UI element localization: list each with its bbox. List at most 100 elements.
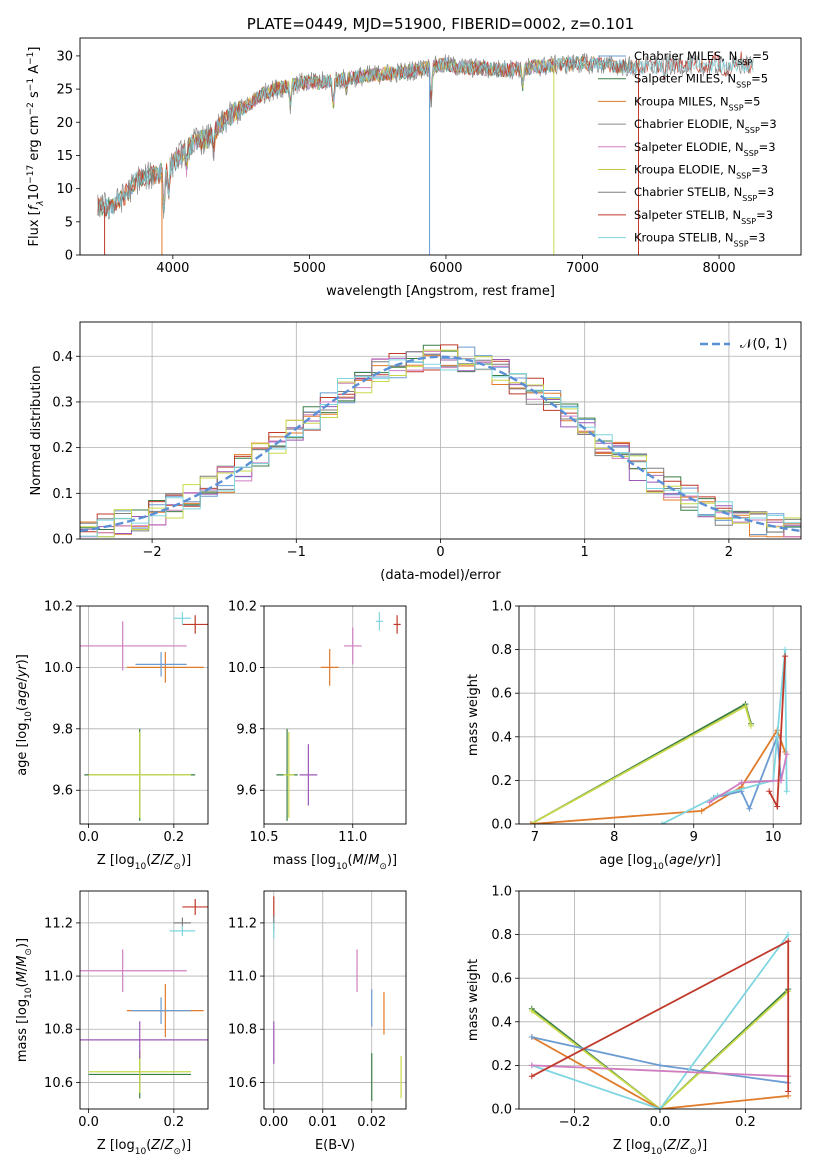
label-part: age [log bbox=[599, 853, 652, 868]
errorbar-point bbox=[299, 744, 318, 806]
label-part: / bbox=[15, 966, 30, 971]
axes-frame bbox=[79, 605, 209, 825]
x-tick-label: 0.2 bbox=[735, 1115, 756, 1130]
x-axis-label: Z [log10(Z/Z⊙)] bbox=[613, 1138, 707, 1157]
age_vs_mass-axes: 10.5 11.0 9.6 9.8 10.0 10.2 bbox=[228, 600, 407, 845]
spectrum-plot-area bbox=[97, 51, 754, 255]
label-part: yr bbox=[697, 853, 713, 868]
errorbar-point bbox=[169, 925, 196, 937]
weight_vs_age-axes: 7 8 9 10 0.0 0.2 0.4 0.6 0.8 1.0 bbox=[491, 600, 802, 845]
errorbar-point bbox=[135, 652, 187, 677]
label-part: −1 bbox=[26, 78, 36, 91]
axes-frame bbox=[79, 37, 802, 256]
weight-marker bbox=[528, 1007, 535, 1014]
label-part: 10 bbox=[135, 1147, 147, 1157]
label-part: −1 bbox=[26, 52, 36, 65]
label-part: Z bbox=[680, 1138, 691, 1153]
label-part: ⊙ bbox=[24, 948, 34, 956]
x-tick-label: 11.0 bbox=[338, 830, 367, 845]
weight-marker bbox=[782, 646, 789, 653]
x-axis-label: Z [log10(Z/Z⊙)] bbox=[97, 853, 191, 872]
y-tick-label: 0.1 bbox=[52, 487, 73, 502]
label-part: / bbox=[693, 853, 698, 868]
y-axis-label: age [log10(age/yr)] bbox=[15, 654, 34, 776]
legend-sub: SSP bbox=[737, 58, 752, 67]
weight_vs_age-plot-area bbox=[519, 606, 801, 824]
y-tick-label: 9.8 bbox=[236, 722, 257, 737]
errorbar-point bbox=[343, 627, 362, 665]
legend-entry: Salpeter ELODIE, NSSP=3 bbox=[634, 140, 776, 158]
label-part: Z [log bbox=[97, 853, 135, 868]
label-part: M bbox=[15, 956, 30, 967]
label-part: −17 bbox=[26, 165, 36, 184]
y-tick-label: 11.0 bbox=[228, 970, 257, 985]
weight-marker bbox=[785, 938, 792, 945]
weight-series-line bbox=[709, 754, 788, 803]
weight-series-line bbox=[531, 1064, 789, 1078]
legend-value: =5 bbox=[752, 49, 769, 63]
x-tick-label: 0 bbox=[436, 545, 444, 560]
errorbar-point bbox=[375, 612, 383, 631]
label-part: 10 bbox=[652, 862, 664, 872]
weight-marker bbox=[527, 821, 534, 824]
y-tick-label: 10 bbox=[56, 182, 73, 197]
x-axis-label: E(B-V) bbox=[315, 1138, 355, 1153]
y-tick-label: 20 bbox=[56, 116, 73, 131]
errorbar-point bbox=[80, 621, 187, 671]
x-tick-label: 2 bbox=[725, 545, 733, 560]
legend-text: Chabrier ELODIE, N bbox=[634, 117, 745, 131]
legend-sub: SSP bbox=[736, 80, 751, 89]
legend-text: Chabrier STELIB, N bbox=[634, 185, 742, 199]
x-tick-label: 4000 bbox=[156, 261, 189, 276]
legend-value: =5 bbox=[751, 72, 768, 86]
x-tick-label: 0.01 bbox=[308, 1115, 337, 1130]
label-part: M bbox=[368, 853, 379, 868]
y-tick-label: 10.8 bbox=[228, 1023, 257, 1038]
mass_vs_ebv-axes: 0.00 0.01 0.02 10.6 10.8 11.0 11.2 bbox=[228, 890, 407, 1130]
errorbar-point bbox=[182, 898, 208, 915]
weight-marker bbox=[783, 751, 790, 758]
label-part: ⊙ bbox=[173, 1147, 181, 1157]
legend-value: =3 bbox=[751, 163, 768, 177]
spectrum-series-line bbox=[97, 51, 754, 217]
label-part: erg cm bbox=[27, 115, 42, 164]
weight-marker bbox=[746, 805, 753, 812]
x-tick-label: 1 bbox=[581, 545, 589, 560]
weight-marker bbox=[657, 1062, 663, 1069]
label-part: ⊙ bbox=[379, 862, 387, 872]
weight-series-line bbox=[530, 728, 786, 824]
x-tick-label: 9 bbox=[690, 830, 698, 845]
y-tick-label: 11.2 bbox=[44, 916, 73, 931]
y-tick-label: 10.8 bbox=[44, 1023, 73, 1038]
y-axis-label: mass [log10(M/M⊙)] bbox=[15, 938, 34, 1062]
label-part: Flux [ bbox=[27, 210, 42, 246]
legend-entry: Chabrier MILES, NSSP=5 bbox=[634, 49, 769, 67]
x-tick-label: 10 bbox=[765, 830, 782, 845]
mass_vs_Z-plot-area bbox=[80, 891, 208, 1109]
legend-entry: Kroupa ELODIE, NSSP=3 bbox=[634, 163, 768, 181]
y-tick-label: 10.0 bbox=[44, 661, 73, 676]
residual_hist-plot-area bbox=[80, 322, 801, 539]
y-tick-label: 9.6 bbox=[236, 784, 257, 799]
legend-entry: Chabrier STELIB, NSSP=3 bbox=[634, 185, 774, 203]
x-tick-label: 7000 bbox=[566, 261, 599, 276]
y-tick-label: 10.2 bbox=[44, 600, 73, 615]
legend-entry: 𝒩(0, 1) bbox=[740, 337, 787, 352]
errorbar-point bbox=[131, 997, 191, 1024]
label-part: ( bbox=[348, 853, 353, 868]
legend-sub: SSP bbox=[734, 239, 749, 248]
legend-sub: SSP bbox=[744, 148, 759, 157]
weight-marker bbox=[742, 703, 749, 710]
x-tick-label: 7 bbox=[531, 830, 539, 845]
weight_vs_Z-plot-area bbox=[519, 891, 801, 1109]
weight-series-line bbox=[531, 934, 789, 1109]
label-part: 10 bbox=[24, 987, 34, 999]
label-part: ( bbox=[662, 1138, 667, 1153]
y-tick-label: 0.6 bbox=[491, 687, 512, 702]
legend-value: =3 bbox=[749, 231, 766, 245]
age_vs_mass-plot-area bbox=[264, 606, 406, 824]
weight-marker bbox=[657, 1106, 663, 1109]
x-tick-label: 6000 bbox=[429, 261, 462, 276]
residual_hist-axes: −2 −1 0 1 2 0.0 0.1 0.2 0.3 0.4 bbox=[52, 321, 802, 560]
